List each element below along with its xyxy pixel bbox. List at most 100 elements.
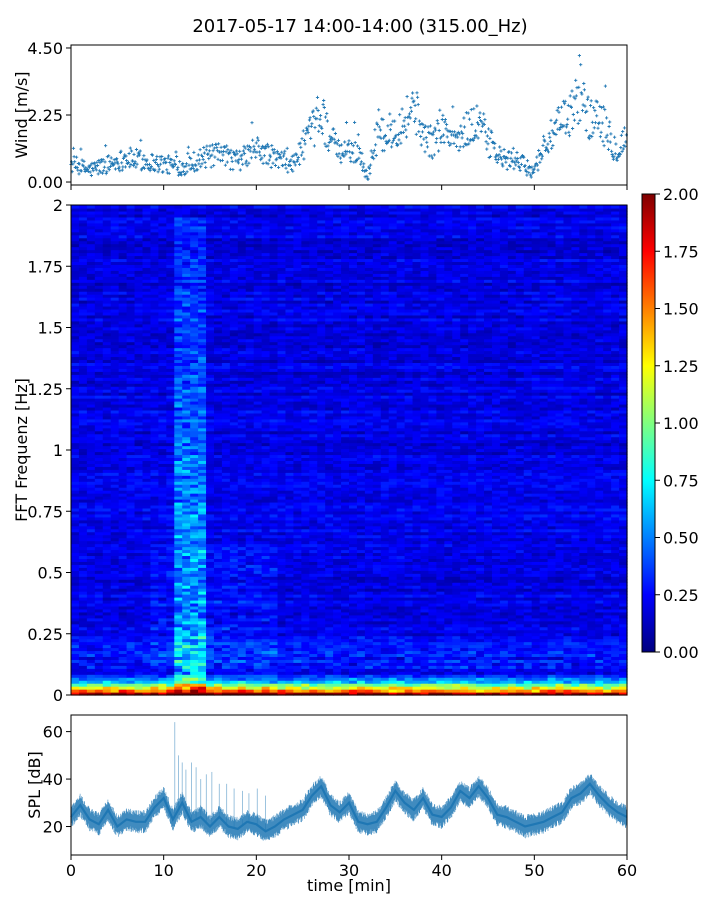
wind-point [271,161,275,165]
spectrogram-cell [484,692,493,696]
wind-point [336,154,340,158]
spectrogram-cell [515,692,525,696]
wind-point [433,126,437,130]
wind-point [168,160,172,165]
spectrogram-cell [110,689,120,693]
wind-point [540,157,544,161]
wind-point [316,108,320,113]
wind-point [361,165,365,169]
wind-point [598,104,602,108]
wind-point [126,160,131,164]
wind-point [589,99,593,103]
wind-point [267,158,271,162]
wind-point [104,144,108,148]
wind-point [92,162,96,166]
spectrogram-cell [126,689,136,693]
wind-point [367,166,371,170]
wind-point [265,142,270,146]
wind-point [236,159,240,163]
wind-point [117,165,121,169]
wind-point [322,98,326,103]
wind-point [128,165,132,169]
spectrogram-cell [420,689,430,693]
wind-point [559,122,563,126]
spectrogram-cell [325,689,334,693]
wind-point [343,140,347,144]
spectrogram-cell [436,689,445,693]
wind-point [377,125,381,129]
wind-point [209,165,213,169]
wind-point [590,135,594,139]
wind-point [424,136,428,140]
wind-point [259,158,263,162]
wind-point [564,125,569,129]
wind-point [394,133,398,137]
wind-point [125,159,129,163]
wind-point [461,145,465,149]
wind-point [213,155,217,159]
wind-point [79,169,84,173]
wind-point [108,160,112,164]
spectrogram-cell [253,689,263,693]
spectrogram-cell [71,692,80,696]
wind-point [197,162,201,166]
spectrogram-cell [86,692,96,696]
wind-point [312,115,316,119]
spectrogram-cell [555,689,565,693]
wind-point [176,173,181,177]
wind-point [495,160,499,164]
wind-point [603,108,607,112]
wind-point [514,163,518,167]
wind-point [302,157,306,161]
wind-point [215,146,219,150]
wind-point [325,112,329,116]
wind-point [423,150,427,154]
spectrogram-cell [317,692,326,696]
wind-point [467,117,472,121]
wind-point [301,129,305,133]
wind-point [440,135,444,139]
wind-point [435,137,439,141]
wind-point [148,169,152,173]
wind-point [258,153,262,157]
spectrogram-cell [269,692,279,696]
wind-point [142,154,146,158]
wind-point [332,127,336,131]
spectrogram-cell [491,692,501,696]
wind-point [404,128,408,132]
wind-point [374,143,378,147]
wind-point [212,146,216,150]
spectrogram-cell [158,692,167,696]
wind-point [388,112,392,116]
wind-point [293,163,297,167]
wind-point [243,146,247,150]
wind-point [333,131,337,136]
wind-point [371,151,375,155]
wind-point [523,164,527,168]
wind-point [273,163,278,168]
wind-scatter-layer [69,54,628,181]
wind-point [170,158,174,162]
wind-point [181,161,185,166]
wind-point [434,140,438,145]
wind-point [109,156,113,160]
wind-point [351,151,355,155]
wind-point [375,123,379,127]
wind-point [106,166,110,170]
wind-point [563,102,567,106]
wind-point [108,164,113,168]
wind-point [605,133,609,137]
wind-point [269,165,273,170]
wind-point [149,164,153,168]
wind-point [465,143,469,147]
spectrogram-cell [356,692,366,696]
wind-point [103,160,107,164]
wind-point [120,161,124,165]
wind-point [150,153,155,157]
wind-point [193,169,197,173]
wind-point [267,145,271,149]
spectrogram-cell [102,692,112,696]
wind-point [516,156,520,161]
wind-point [102,169,106,173]
